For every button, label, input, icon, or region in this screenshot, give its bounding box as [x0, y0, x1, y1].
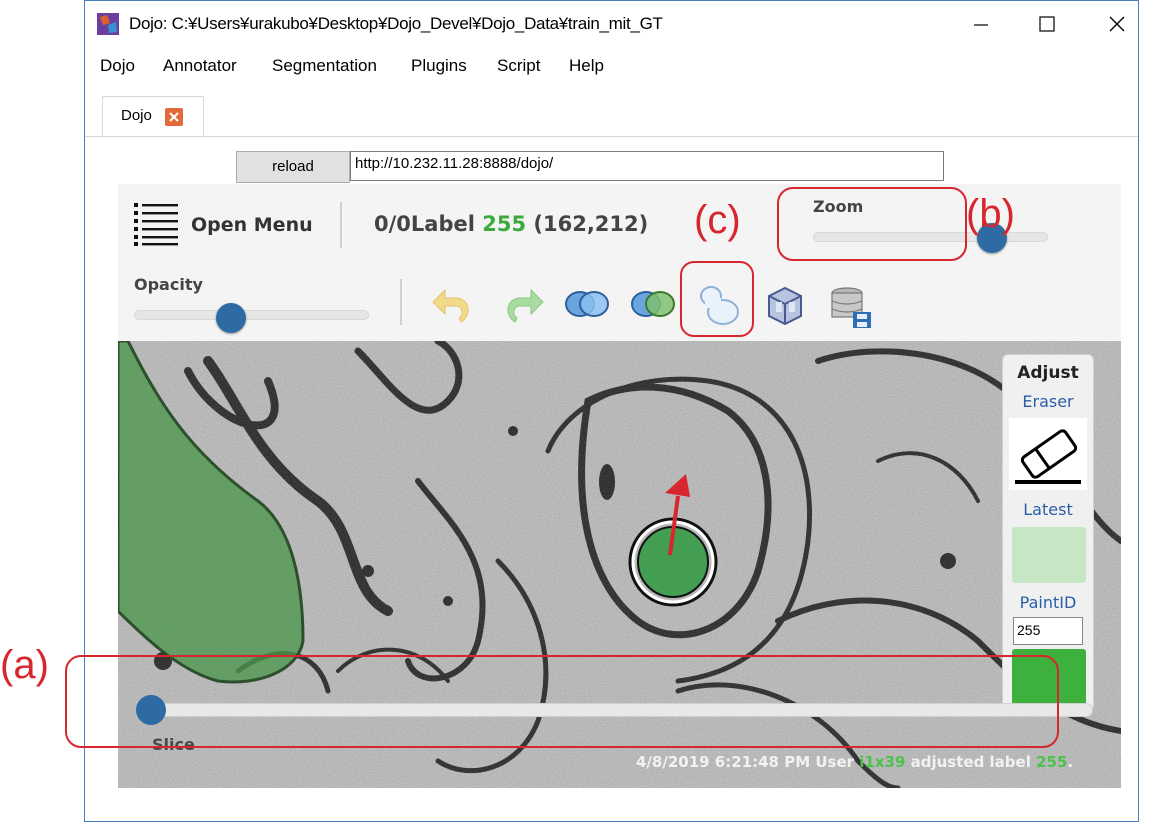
- annotation-box-c: [680, 261, 754, 337]
- latest-label: Latest: [1023, 500, 1073, 519]
- divider: [400, 279, 402, 325]
- paint-id-label: PaintID: [1019, 593, 1077, 612]
- adjust-title: Adjust: [1017, 363, 1079, 383]
- menu-bar: Dojo Annotator Segmentation Plugins Scri…: [85, 51, 1138, 81]
- dojo-panel: Open Menu 0/0Label 255 (162,212) Zoom Op…: [118, 184, 1121, 788]
- eraser-icon: [1015, 429, 1081, 484]
- tab-strip: Dojo: [85, 96, 1138, 137]
- label-coords: (162,212): [526, 212, 649, 236]
- minimize-icon: [974, 24, 988, 26]
- zoom-slider-track[interactable]: [813, 232, 1048, 242]
- eraser-button[interactable]: [1009, 418, 1087, 490]
- label-id: 255: [482, 212, 527, 236]
- adjust-panel: Adjust Eraser Latest PaintID 255: [1002, 354, 1094, 712]
- status-line: 4/8/2019 6:21:48 PM User i1x39 adjusted …: [636, 753, 1073, 771]
- divider: [340, 202, 342, 248]
- close-window-button[interactable]: [1097, 9, 1137, 39]
- menu-help[interactable]: Help: [569, 56, 604, 75]
- menu-segmentation[interactable]: Segmentation: [272, 56, 377, 75]
- tab-label: Dojo: [121, 107, 152, 124]
- maximize-icon: [1039, 16, 1055, 32]
- zoom-slider-knob[interactable]: [977, 223, 1007, 253]
- paint-id-input[interactable]: 255: [1013, 617, 1083, 645]
- adjust-icon[interactable]: [695, 282, 743, 330]
- slice-label: Slice: [152, 735, 195, 754]
- annotation-label-a: (a): [0, 643, 49, 687]
- close-icon: [1109, 16, 1125, 32]
- split-icon[interactable]: [629, 282, 677, 330]
- app-logo-icon: [97, 13, 119, 35]
- opacity-title: Opacity: [134, 275, 203, 294]
- annotation-box-a: [65, 655, 1059, 748]
- reload-button[interactable]: reload: [236, 151, 350, 183]
- label-prefix: 0/0Label: [374, 212, 483, 236]
- minimize-button[interactable]: [961, 9, 1001, 39]
- opacity-slider-knob[interactable]: [216, 303, 246, 333]
- save-icon[interactable]: [827, 284, 875, 332]
- maximize-button[interactable]: [1027, 9, 1067, 39]
- redo-icon[interactable]: [497, 282, 545, 330]
- menu-list-icon[interactable]: [134, 202, 180, 246]
- zoom-title: Zoom: [813, 197, 864, 216]
- merge-icon[interactable]: [563, 282, 611, 330]
- menu-plugins[interactable]: Plugins: [411, 56, 467, 75]
- menu-annotator[interactable]: Annotator: [163, 56, 237, 75]
- tab-close-icon[interactable]: [165, 108, 183, 126]
- eraser-label: Eraser: [1022, 392, 1074, 411]
- menu-dojo[interactable]: Dojo: [100, 56, 135, 75]
- status-end: .: [1067, 753, 1074, 771]
- annotation-box-b: [777, 187, 967, 261]
- undo-icon[interactable]: [431, 282, 479, 330]
- annotation-label-c: (c): [694, 198, 741, 242]
- title-bar: Dojo: C:¥Users¥urakubo¥Desktop¥Dojo_Deve…: [85, 1, 1138, 47]
- status-user: i1x39: [859, 753, 906, 771]
- menu-script[interactable]: Script: [497, 56, 541, 75]
- app-window: Dojo: C:¥Users¥urakubo¥Desktop¥Dojo_Deve…: [84, 0, 1139, 822]
- tab-dojo[interactable]: Dojo: [102, 96, 204, 136]
- status-label: 255: [1036, 753, 1068, 771]
- status-action: adjusted label: [905, 753, 1037, 771]
- image-viewport[interactable]: Adjust Eraser Latest PaintID 255: [118, 341, 1121, 788]
- annotation-label-b: (b): [966, 192, 1015, 236]
- open-menu-label[interactable]: Open Menu: [191, 214, 313, 236]
- label-info: 0/0Label 255 (162,212): [374, 212, 648, 236]
- slice-slider-knob[interactable]: [136, 695, 166, 725]
- latest-color-swatch[interactable]: [1012, 527, 1086, 583]
- 3d-view-icon[interactable]: [761, 282, 809, 330]
- status-datetime: 4/8/2019 6:21:48 PM User: [636, 753, 860, 771]
- opacity-slider-track[interactable]: [134, 310, 369, 320]
- url-field[interactable]: http://10.232.11.28:8888/dojo/: [350, 151, 944, 181]
- window-title: Dojo: C:¥Users¥urakubo¥Desktop¥Dojo_Deve…: [129, 14, 663, 33]
